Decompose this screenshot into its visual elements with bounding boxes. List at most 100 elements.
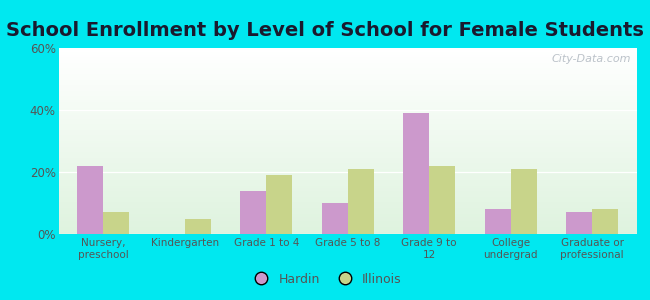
Bar: [58, 226, 637, 228]
Legend: Hardin, Illinois: Hardin, Illinois: [243, 268, 407, 291]
Bar: [58, 223, 637, 225]
Bar: [58, 167, 637, 169]
Bar: [58, 165, 637, 167]
Bar: [58, 215, 637, 217]
Bar: [58, 188, 637, 189]
Bar: [58, 230, 637, 232]
Bar: [58, 122, 637, 124]
Bar: [58, 56, 637, 57]
Bar: [58, 199, 637, 200]
Bar: [58, 206, 637, 208]
Bar: [58, 200, 637, 202]
Bar: [58, 175, 637, 176]
Bar: [58, 72, 637, 74]
Bar: [58, 121, 637, 122]
Bar: [58, 221, 637, 223]
Bar: [103, 212, 129, 234]
Bar: [58, 83, 637, 85]
Bar: [58, 169, 637, 171]
Bar: [58, 150, 637, 152]
Bar: [58, 178, 637, 180]
Bar: [58, 161, 637, 163]
Bar: [58, 50, 637, 52]
Bar: [58, 182, 637, 184]
Bar: [58, 74, 637, 76]
Bar: [58, 214, 637, 215]
Bar: [58, 57, 637, 59]
Bar: [58, 98, 637, 100]
Bar: [58, 128, 637, 130]
Bar: [58, 119, 637, 121]
Bar: [58, 104, 637, 106]
Text: City-Data.com: City-Data.com: [552, 54, 631, 64]
Bar: [58, 134, 637, 135]
Bar: [58, 212, 637, 214]
Bar: [429, 166, 455, 234]
Bar: [58, 204, 637, 206]
Bar: [58, 52, 637, 54]
Bar: [58, 48, 637, 50]
Bar: [58, 126, 637, 128]
Bar: [58, 61, 637, 63]
Bar: [58, 232, 637, 234]
Bar: [58, 148, 637, 150]
Bar: [58, 102, 637, 104]
Bar: [58, 143, 637, 145]
Bar: [58, 195, 637, 197]
Bar: [58, 113, 637, 115]
Bar: [58, 63, 637, 65]
Bar: [58, 130, 637, 132]
Bar: [58, 208, 637, 210]
Bar: [58, 163, 637, 165]
Bar: [58, 132, 637, 134]
Bar: [58, 94, 637, 96]
Bar: [58, 171, 637, 172]
Bar: [58, 191, 637, 193]
Bar: [58, 145, 637, 147]
Bar: [58, 154, 637, 156]
Bar: [58, 193, 637, 195]
Bar: [58, 65, 637, 67]
Bar: [58, 70, 637, 72]
Bar: [58, 172, 637, 175]
Bar: [58, 85, 637, 87]
Bar: [403, 113, 429, 234]
Bar: [511, 169, 537, 234]
Bar: [58, 54, 637, 56]
Bar: [58, 82, 637, 83]
Bar: [58, 135, 637, 137]
Bar: [58, 96, 637, 98]
Bar: [58, 156, 637, 158]
Bar: [566, 212, 592, 234]
Bar: [348, 169, 374, 234]
Bar: [58, 152, 637, 154]
Bar: [58, 107, 637, 110]
Bar: [322, 203, 348, 234]
Bar: [58, 176, 637, 178]
Bar: [58, 180, 637, 182]
Bar: [58, 219, 637, 221]
Bar: [58, 67, 637, 68]
Bar: [58, 117, 637, 119]
Bar: [77, 166, 103, 234]
Bar: [58, 80, 637, 82]
Bar: [58, 141, 637, 143]
Bar: [58, 137, 637, 139]
Bar: [58, 106, 637, 107]
Bar: [58, 124, 637, 126]
Bar: [58, 225, 637, 226]
Bar: [58, 210, 637, 212]
Bar: [58, 228, 637, 230]
Bar: [485, 209, 511, 234]
Bar: [58, 217, 637, 219]
Bar: [58, 78, 637, 80]
Bar: [58, 68, 637, 70]
Bar: [58, 202, 637, 204]
Bar: [58, 89, 637, 91]
Bar: [240, 190, 266, 234]
Bar: [58, 189, 637, 191]
Bar: [58, 139, 637, 141]
Bar: [592, 209, 618, 234]
Bar: [58, 184, 637, 186]
Bar: [58, 147, 637, 148]
